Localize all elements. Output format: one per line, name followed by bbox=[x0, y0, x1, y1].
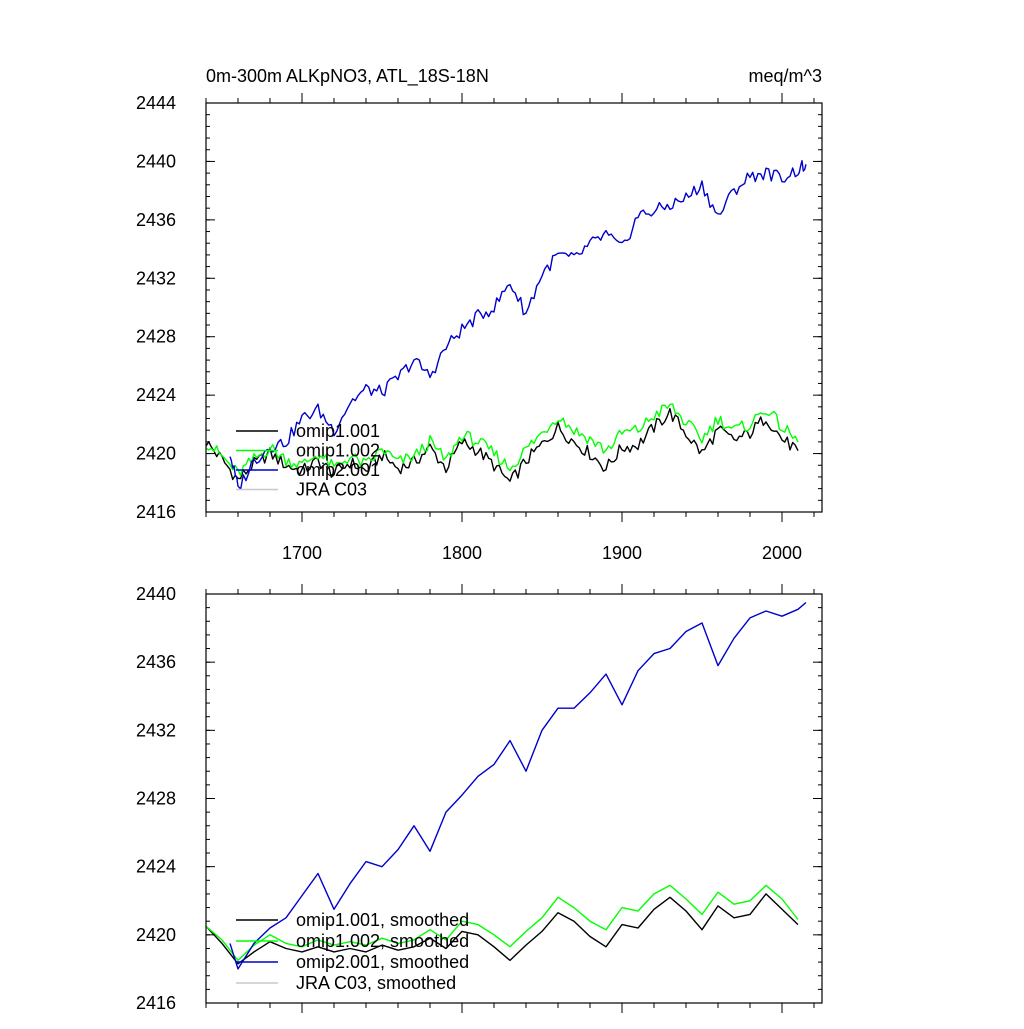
series-line-1 bbox=[205, 407, 799, 482]
y-tick-label: 2440 bbox=[136, 151, 176, 171]
y-tick-label: 2436 bbox=[136, 210, 176, 230]
series-layer bbox=[205, 160, 807, 490]
legend-label-3: omip2.001, smoothed bbox=[296, 952, 469, 972]
legend-label-4: JRA C03 bbox=[296, 480, 367, 500]
legend-label-2: omip1.002, smoothed bbox=[296, 931, 469, 951]
x-tick-label: 1800 bbox=[442, 543, 482, 563]
series-layer bbox=[205, 601, 807, 970]
legend-label-1: omip1.001 bbox=[296, 421, 380, 441]
plot-frame bbox=[205, 102, 823, 513]
series-line-3 bbox=[229, 160, 807, 490]
y-tick-label: 2428 bbox=[136, 789, 176, 809]
chart-title-left: 0m-300m ALKpNO3, ATL_18S-18N bbox=[206, 66, 489, 87]
chart-panel-top: 0m-300m ALKpNO3, ATL_18S-18N meq/m^3 omi… bbox=[136, 66, 823, 563]
y-tick-label: 2424 bbox=[136, 385, 176, 405]
y-tick-label: 2420 bbox=[136, 925, 176, 945]
legend-label-4: JRA C03, smoothed bbox=[296, 973, 456, 993]
x-tick-label: 1700 bbox=[282, 543, 322, 563]
y-tick-label: 2444 bbox=[136, 93, 176, 113]
y-tick-label: 2440 bbox=[136, 584, 176, 604]
y-tick-label: 2432 bbox=[136, 268, 176, 288]
legend-label-3: omip2.001 bbox=[296, 460, 380, 480]
x-tick-label: 1900 bbox=[602, 543, 642, 563]
series-line-2 bbox=[205, 884, 799, 962]
y-tick-label: 2428 bbox=[136, 327, 176, 347]
y-tick-label: 2416 bbox=[136, 993, 176, 1013]
y-tick-label: 2432 bbox=[136, 720, 176, 740]
series-line-2 bbox=[205, 403, 799, 477]
series-line-3 bbox=[229, 601, 807, 970]
y-tick-label: 2416 bbox=[136, 502, 176, 522]
chart-title-right: meq/m^3 bbox=[749, 66, 822, 86]
legend-label-2: omip1.002 bbox=[296, 441, 380, 461]
y-tick-label: 2420 bbox=[136, 444, 176, 464]
y-tick-label: 2424 bbox=[136, 857, 176, 877]
x-tick-label: 2000 bbox=[762, 543, 802, 563]
axes: 2416 2420 2424 2428 2432 2436 2440 bbox=[136, 584, 823, 1013]
y-tick-label: 2436 bbox=[136, 652, 176, 672]
axes: 2416 2420 2424 2428 2432 2436 2440 2444 1700 1800… bbox=[136, 93, 823, 563]
legend-label-1: omip1.001, smoothed bbox=[296, 910, 469, 930]
series-line-1 bbox=[205, 893, 799, 965]
